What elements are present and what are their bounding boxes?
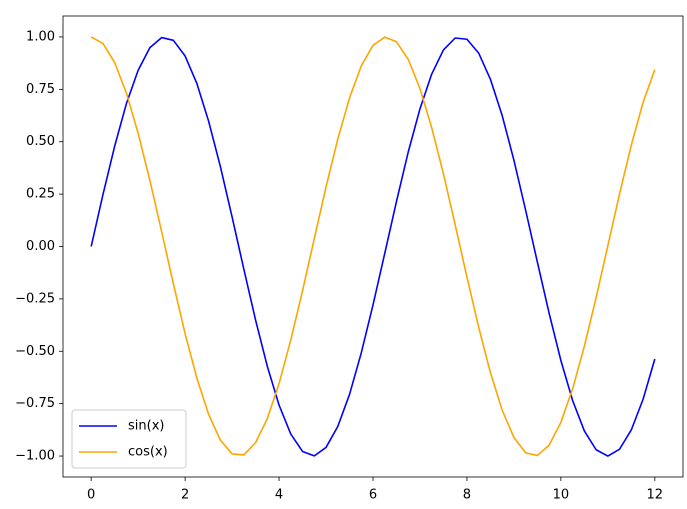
plot-frame	[62, 15, 684, 478]
y-tick-label: 0.50	[26, 134, 55, 149]
y-tick-label: 0.00	[26, 239, 55, 254]
line-series	[90, 36, 656, 457]
y-tick-label: 0.75	[26, 82, 55, 97]
x-tick-label: 8	[463, 488, 471, 503]
x-tick-label: 12	[647, 488, 664, 503]
y-tick-label: 0.25	[26, 187, 55, 202]
x-tick-label: 2	[181, 488, 189, 503]
legend-box	[71, 409, 187, 469]
y-tick-label: 1.00	[26, 29, 55, 44]
y-tick-label: −0.25	[15, 291, 55, 306]
y-tick-label: −0.50	[15, 344, 55, 359]
x-tick-label: 4	[275, 488, 283, 503]
x-tick-label: 10	[553, 488, 570, 503]
x-tick-label: 0	[87, 488, 95, 503]
y-tick-label: −0.75	[15, 396, 55, 411]
line-series	[90, 36, 656, 457]
legend-label: sin(x)	[128, 419, 164, 434]
y-tick-label: −1.00	[15, 449, 55, 464]
legend-label: cos(x)	[128, 445, 168, 460]
x-tick-label: 6	[369, 488, 377, 503]
